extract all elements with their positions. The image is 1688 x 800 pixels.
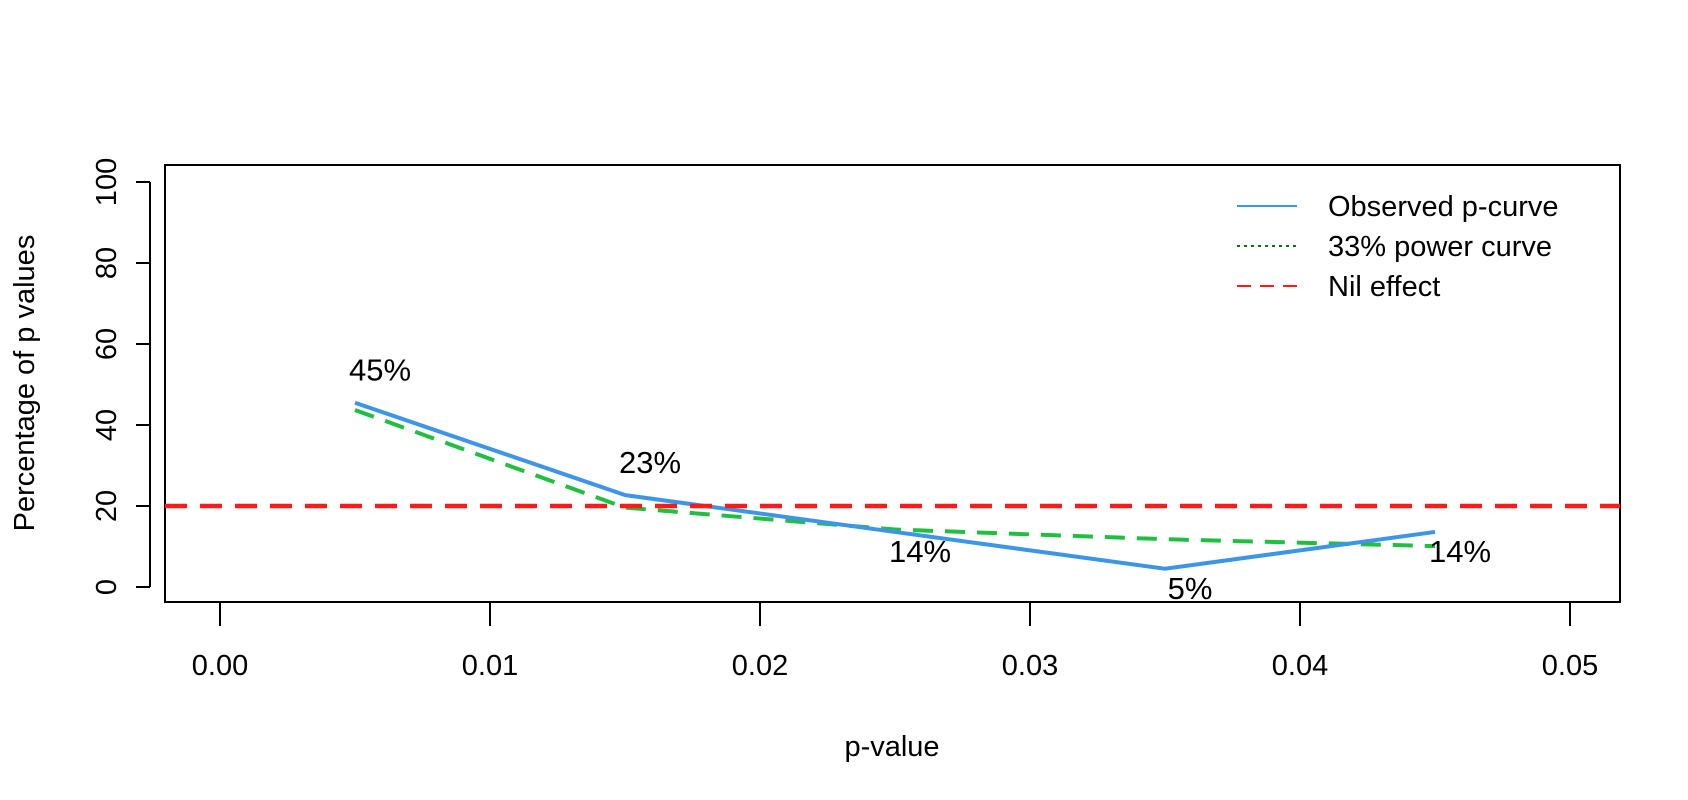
y-axis-title: Percentage of p values [9,235,41,532]
x-tick-label: 0.02 [732,650,788,682]
series-observed-p-curve-line [354,400,1436,571]
y-axis: 0 20 40 60 80 100 [91,158,151,595]
y-tick-label: 80 [91,247,123,279]
legend-label: Observed p-curve [1328,191,1559,223]
legend-label: Nil effect [1328,271,1440,303]
x-axis-title: p-value [844,731,939,763]
y-tick-label: 0 [91,579,123,595]
y-tick-label: 100 [91,158,123,206]
y-tick-label: 20 [91,490,123,522]
legend: Observed p-curve 33% power curve Nil effec… [1237,191,1559,303]
data-label: 14% [889,534,951,569]
data-label: 45% [349,353,411,388]
y-tick-label: 60 [91,328,123,360]
x-tick-label: 0.04 [1272,650,1328,682]
x-tick-label: 0.05 [1542,650,1598,682]
data-label: 14% [1429,534,1491,569]
data-label: 5% [1168,571,1213,606]
x-tick-label: 0.00 [192,650,248,682]
y-tick-label: 40 [91,409,123,441]
x-tick-label: 0.01 [462,650,518,682]
series-layer [165,400,1620,571]
data-label-layer: 45% 23% 14% 5% 14% [349,353,1491,606]
x-tick-label: 0.03 [1002,650,1058,682]
x-axis: 0.00 0.01 0.02 0.03 0.04 0.05 [192,601,1598,682]
series-33-power-curve-line [354,408,1436,549]
legend-label: 33% power curve [1328,231,1552,263]
data-label: 23% [619,445,681,480]
